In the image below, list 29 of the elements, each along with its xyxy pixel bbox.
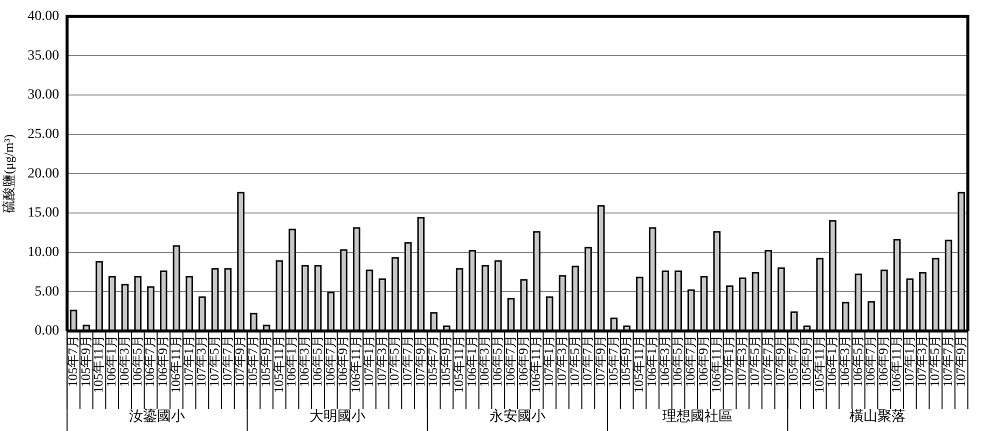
y-tick-label: 40.00: [28, 9, 60, 24]
y-tick-label: 0.00: [34, 324, 60, 339]
x-tick-label: 106年7月: [322, 334, 338, 387]
text: 理想國社區: [662, 408, 733, 425]
text: 永安國小: [489, 408, 546, 425]
y-tick-label: 25.00: [28, 127, 60, 142]
x-tick-label: 107年1月: [901, 334, 916, 387]
x-tick-label: 105年11月: [811, 334, 826, 394]
x-tick-label: 106年5月: [129, 334, 144, 387]
x-tick-label: 106年9月: [515, 334, 530, 387]
y-tick-label: 20.00: [28, 166, 60, 182]
text: 橫山聚落: [850, 408, 906, 425]
x-tick-label: 107年5月: [566, 334, 582, 387]
y-tick-label: 15.00: [28, 206, 60, 221]
x-tick-label: 105年11月: [270, 334, 286, 394]
y-tick-label: 35.00: [28, 48, 60, 64]
text: 大明國小: [309, 408, 366, 425]
x-tick-label: 107年3月: [374, 334, 389, 387]
x-tick-label: 106年1月: [464, 334, 479, 387]
x-tick-label: 107年1月: [180, 334, 196, 387]
y-tick-label: 5.00: [34, 284, 60, 300]
x-tick-label: 105年9月: [78, 334, 93, 387]
x-tick-label: 107年9月: [952, 334, 968, 387]
x-tick-label: 106年11月: [708, 334, 724, 394]
text: 汝鎏國小: [129, 408, 186, 425]
x-tick-label: 107年7月: [760, 334, 775, 387]
y-axis-title: 硫酸鹽(μg/m³): [1, 134, 16, 214]
y-tick-label: 30.00: [28, 88, 60, 103]
y-tick-label: 10.00: [28, 245, 60, 260]
